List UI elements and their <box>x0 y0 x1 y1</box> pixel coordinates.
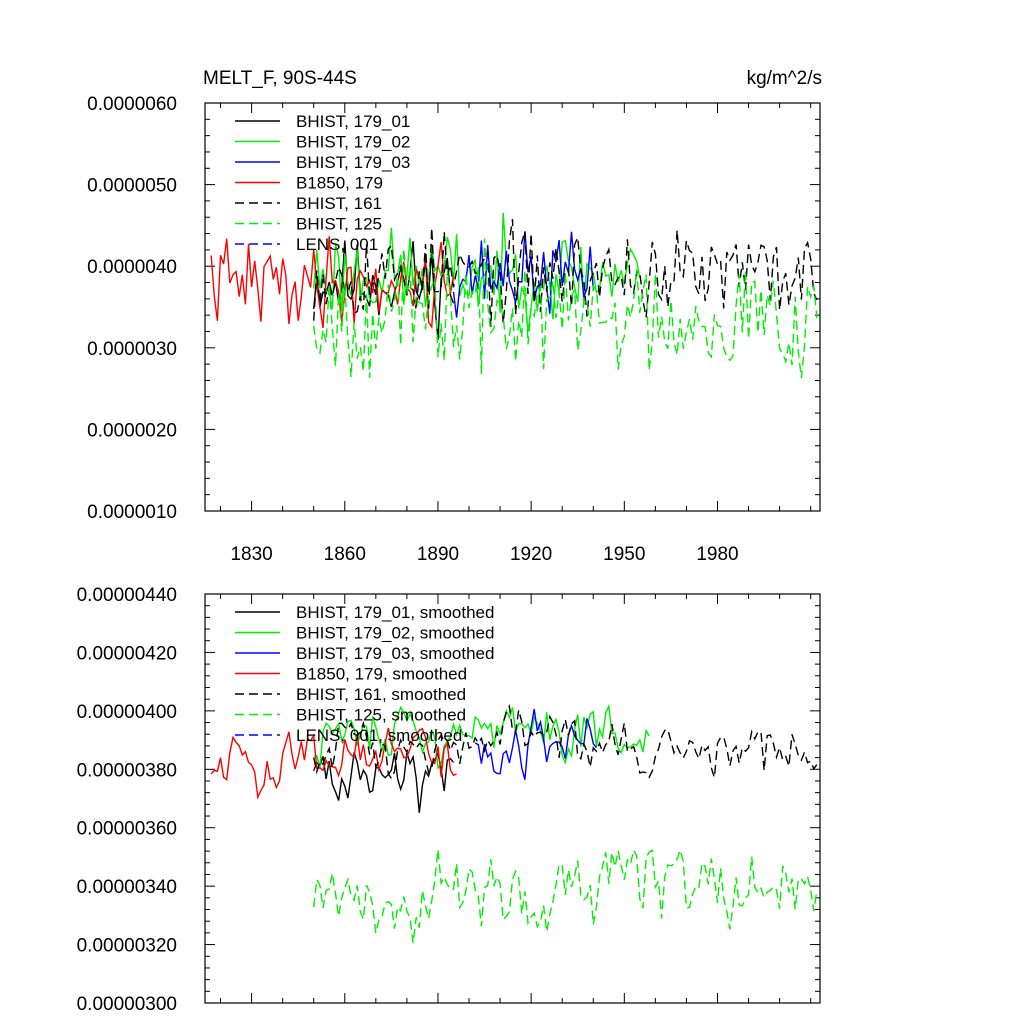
y-tick-label: 0.00000400 <box>77 702 177 723</box>
x-tick-label: 1980 <box>696 544 738 565</box>
legend-label: BHIST, 161 <box>296 194 382 213</box>
legend-label: BHIST, 179_03, smoothed <box>296 644 494 663</box>
y-tick-label: 0.00000320 <box>77 936 177 957</box>
legend-label: BHIST, 179_02, smoothed <box>296 624 494 643</box>
x-tick-label: 1950 <box>603 544 645 565</box>
series-line-2 <box>313 703 650 770</box>
series-line-5 <box>313 219 818 328</box>
legend-label: BHIST, 179_01, smoothed <box>296 603 494 622</box>
series-line-5 <box>313 703 818 780</box>
legend-label: BHIST, 161, smoothed <box>296 685 466 704</box>
y-tick-label: 0.00000360 <box>77 819 177 840</box>
y-tick-label: 0.0000010 <box>87 502 177 523</box>
legend-label: BHIST, 179_01 <box>296 112 410 131</box>
series-line-3 <box>452 231 594 318</box>
legend-label: BHIST, 179_02 <box>296 133 410 152</box>
y-tick-label: 0.0000020 <box>87 420 177 441</box>
legend-label: BHIST, 125 <box>296 215 382 234</box>
series-line-6 <box>313 847 818 944</box>
top-chart-units: kg/m^2/s <box>747 68 822 89</box>
y-tick-label: 0.00000440 <box>77 585 177 606</box>
series-line-6 <box>313 238 818 379</box>
legend-label: B1850, 179, smoothed <box>296 665 467 684</box>
legend-label: LENS, 001, smoothed <box>296 726 462 745</box>
x-tick-label: 1860 <box>324 544 366 565</box>
x-tick-label: 1890 <box>417 544 459 565</box>
bottom-chart-panel: 0.00000300 0.00000320 0.00000340 0.00000360… <box>77 585 821 1015</box>
top-chart-panel: MELT_F, 90S-44S kg/m^2/s 0.0000010 0.0000… <box>87 68 822 565</box>
y-tick-label: 0.0000050 <box>87 176 177 197</box>
y-tick-label: 0.00000420 <box>77 643 177 664</box>
plot-frame <box>204 593 821 1004</box>
y-tick-label: 0.0000060 <box>87 94 177 115</box>
legend-label: BHIST, 179_03 <box>296 153 410 172</box>
x-tick-label: 1920 <box>510 544 552 565</box>
legend-label: LENS, 001 <box>296 235 378 254</box>
y-tick-label: 0.00000300 <box>77 994 177 1015</box>
y-tick-label: 0.0000040 <box>87 257 177 278</box>
plot-frame <box>204 102 821 512</box>
legend-label: B1850, 179 <box>296 174 383 193</box>
legend-label: BHIST, 125, smoothed <box>296 706 466 725</box>
top-chart-title: MELT_F, 90S-44S <box>203 68 357 89</box>
y-tick-label: 0.00000380 <box>77 760 177 781</box>
y-tick-label: 0.0000030 <box>87 339 177 360</box>
y-tick-label: 0.00000340 <box>77 877 177 898</box>
series-line-4 <box>210 727 457 800</box>
series-line-1 <box>313 752 455 813</box>
series-line-4 <box>210 236 455 330</box>
x-tick-label: 1830 <box>230 544 272 565</box>
